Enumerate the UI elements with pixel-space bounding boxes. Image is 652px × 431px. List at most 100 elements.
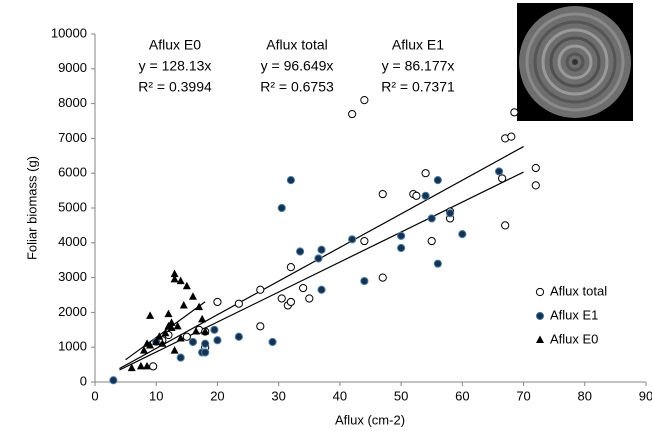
marker-open: [501, 221, 510, 230]
legend-label: Aflux E0: [550, 331, 598, 346]
annotation: y = 86.177x: [382, 58, 455, 74]
marker-filled: [295, 247, 305, 256]
x-tick-label: 90: [639, 388, 652, 403]
marker-triangle: [195, 302, 204, 311]
marker-open: [234, 299, 243, 308]
marker-filled: [201, 348, 210, 357]
marker-triangle: [170, 346, 179, 354]
marker-open: [421, 169, 430, 178]
marker-triangle: [173, 321, 182, 330]
marker-triangle: [164, 309, 173, 318]
marker-open: [299, 283, 308, 293]
x-axis-title: Aflux (cm-2): [335, 412, 405, 427]
marker-triangle: [143, 361, 152, 370]
marker-triangle: [139, 346, 148, 354]
y-tick-label: 1000: [58, 339, 87, 354]
marker-open: [286, 297, 296, 307]
marker-filled: [213, 336, 222, 345]
annotation: Aflux E0: [149, 37, 201, 53]
marker-triangle: [146, 311, 155, 319]
marker-filled: [234, 332, 243, 341]
inset-image: [517, 3, 633, 121]
marker-open: [360, 96, 369, 105]
marker-open: [507, 132, 516, 141]
x-tick-label: 50: [394, 388, 408, 403]
marker-triangle: [167, 318, 176, 326]
x-tick-label: 30: [271, 388, 285, 403]
marker-open: [412, 191, 421, 200]
annotation: Aflux E1: [392, 37, 444, 53]
marker-open: [277, 294, 286, 303]
annotation: R² = 0.7371: [381, 79, 455, 95]
marker-open: [213, 297, 222, 307]
marker-triangle: [182, 281, 191, 290]
marker-open: [256, 322, 265, 331]
marker-triangle: [188, 292, 197, 300]
annotation: Aflux total: [266, 37, 327, 53]
marker-open: [531, 181, 540, 190]
x-tick-label: 60: [455, 388, 469, 403]
marker-triangle: [152, 337, 161, 345]
marker-open: [286, 263, 296, 272]
marker-filled: [535, 311, 545, 321]
x-tick-label: 40: [333, 388, 347, 403]
marker-triangle: [198, 314, 207, 323]
marker-filled: [348, 235, 357, 244]
marker-open: [510, 108, 519, 117]
marker-triangle: [136, 361, 145, 370]
y-tick-label: 5000: [58, 199, 87, 214]
marker-triangle: [155, 332, 164, 340]
marker-open: [498, 174, 507, 183]
y-tick-label: 2000: [58, 304, 87, 319]
marker-triangle: [161, 328, 170, 337]
marker-open: [305, 294, 314, 303]
y-tick-label: 10000: [51, 25, 87, 40]
y-axis-title: Foliar biomass (g): [24, 156, 39, 260]
y-tick-label: 4000: [58, 234, 87, 249]
marker-open: [149, 362, 158, 371]
marker-filled: [314, 254, 323, 263]
marker-filled: [427, 214, 436, 223]
marker-triangle: [167, 323, 176, 332]
marker-open: [535, 287, 545, 297]
marker-triangle: [201, 327, 210, 335]
x-tick-label: 20: [210, 388, 224, 403]
marker-filled: [201, 339, 210, 348]
marker-filled: [421, 191, 430, 200]
marker-filled: [109, 376, 118, 385]
marker-filled: [397, 243, 406, 253]
marker-open: [182, 332, 191, 341]
marker-filled: [397, 231, 406, 240]
y-tick-label: 6000: [58, 165, 87, 180]
x-tick-label: 0: [91, 388, 98, 403]
annotation: R² = 0.3994: [138, 79, 212, 95]
marker-filled: [317, 285, 326, 294]
legend: Aflux total Aflux E1 Aflux E0: [535, 283, 607, 346]
y-tick-label: 8000: [58, 95, 87, 110]
marker-triangle: [158, 339, 167, 347]
marker-triangle: [146, 340, 155, 349]
marker-open: [427, 236, 436, 246]
marker-triangle: [170, 269, 179, 278]
legend-label: Aflux E1: [550, 307, 598, 322]
annotation: y = 128.13x: [139, 58, 212, 74]
marker-filled: [458, 230, 467, 239]
marker-triangle: [192, 327, 201, 335]
marker-filled: [494, 167, 504, 176]
marker-filled: [317, 245, 326, 254]
marker-filled: [360, 276, 369, 286]
y-tick-label: 3000: [58, 269, 87, 284]
marker-open: [531, 163, 540, 173]
marker-filled: [286, 176, 296, 185]
marker-open: [360, 236, 369, 246]
x-tick-label: 10: [149, 388, 163, 403]
marker-open: [378, 273, 387, 282]
marker-filled: [445, 209, 455, 218]
marker-filled: [277, 203, 286, 213]
y-tick-label: 9000: [58, 60, 87, 75]
marker-triangle: [176, 334, 185, 342]
marker-filled: [188, 337, 198, 347]
series: [127, 269, 210, 372]
y-tick-label: 7000: [58, 130, 87, 145]
